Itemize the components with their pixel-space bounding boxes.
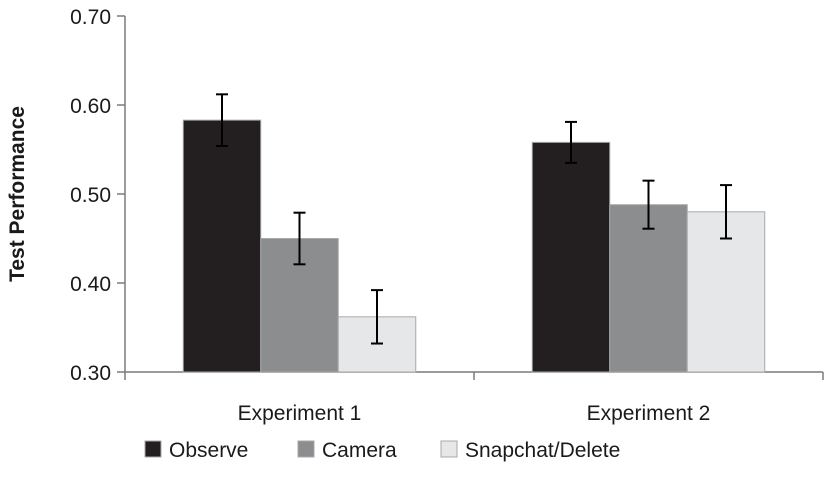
y-tick-label: 0.40 <box>70 273 111 296</box>
legend-swatch-observe <box>144 440 162 458</box>
legend-swatch-camera <box>297 440 315 458</box>
y-tick-label: 0.50 <box>70 184 111 207</box>
y-axis-label: Test Performance <box>6 106 29 282</box>
bar-snapchat-delete <box>686 211 766 373</box>
y-tick-label: 0.70 <box>70 6 111 29</box>
legend-label: Camera <box>322 439 397 462</box>
legend: Observe Camera Snapchat/Delete <box>144 439 620 462</box>
bar-camera <box>609 204 688 373</box>
x-axis: Experiment 1 Experiment 2 <box>124 371 824 425</box>
legend-label: Snapchat/Delete <box>465 439 620 462</box>
legend-label: Observe <box>169 439 248 462</box>
error-bars <box>216 93 732 345</box>
bar-observe <box>182 119 262 373</box>
bar-observe <box>531 141 611 373</box>
x-category-label: Experiment 2 <box>587 402 711 425</box>
y-tick-label: 0.60 <box>70 95 111 118</box>
y-axis: 0.30 0.40 0.50 0.60 0.70 <box>70 6 126 385</box>
y-tick-label: 0.30 <box>70 362 111 385</box>
legend-swatch-snapchat-delete <box>440 440 458 458</box>
x-category-label: Experiment 1 <box>238 402 362 425</box>
bars <box>182 119 766 373</box>
